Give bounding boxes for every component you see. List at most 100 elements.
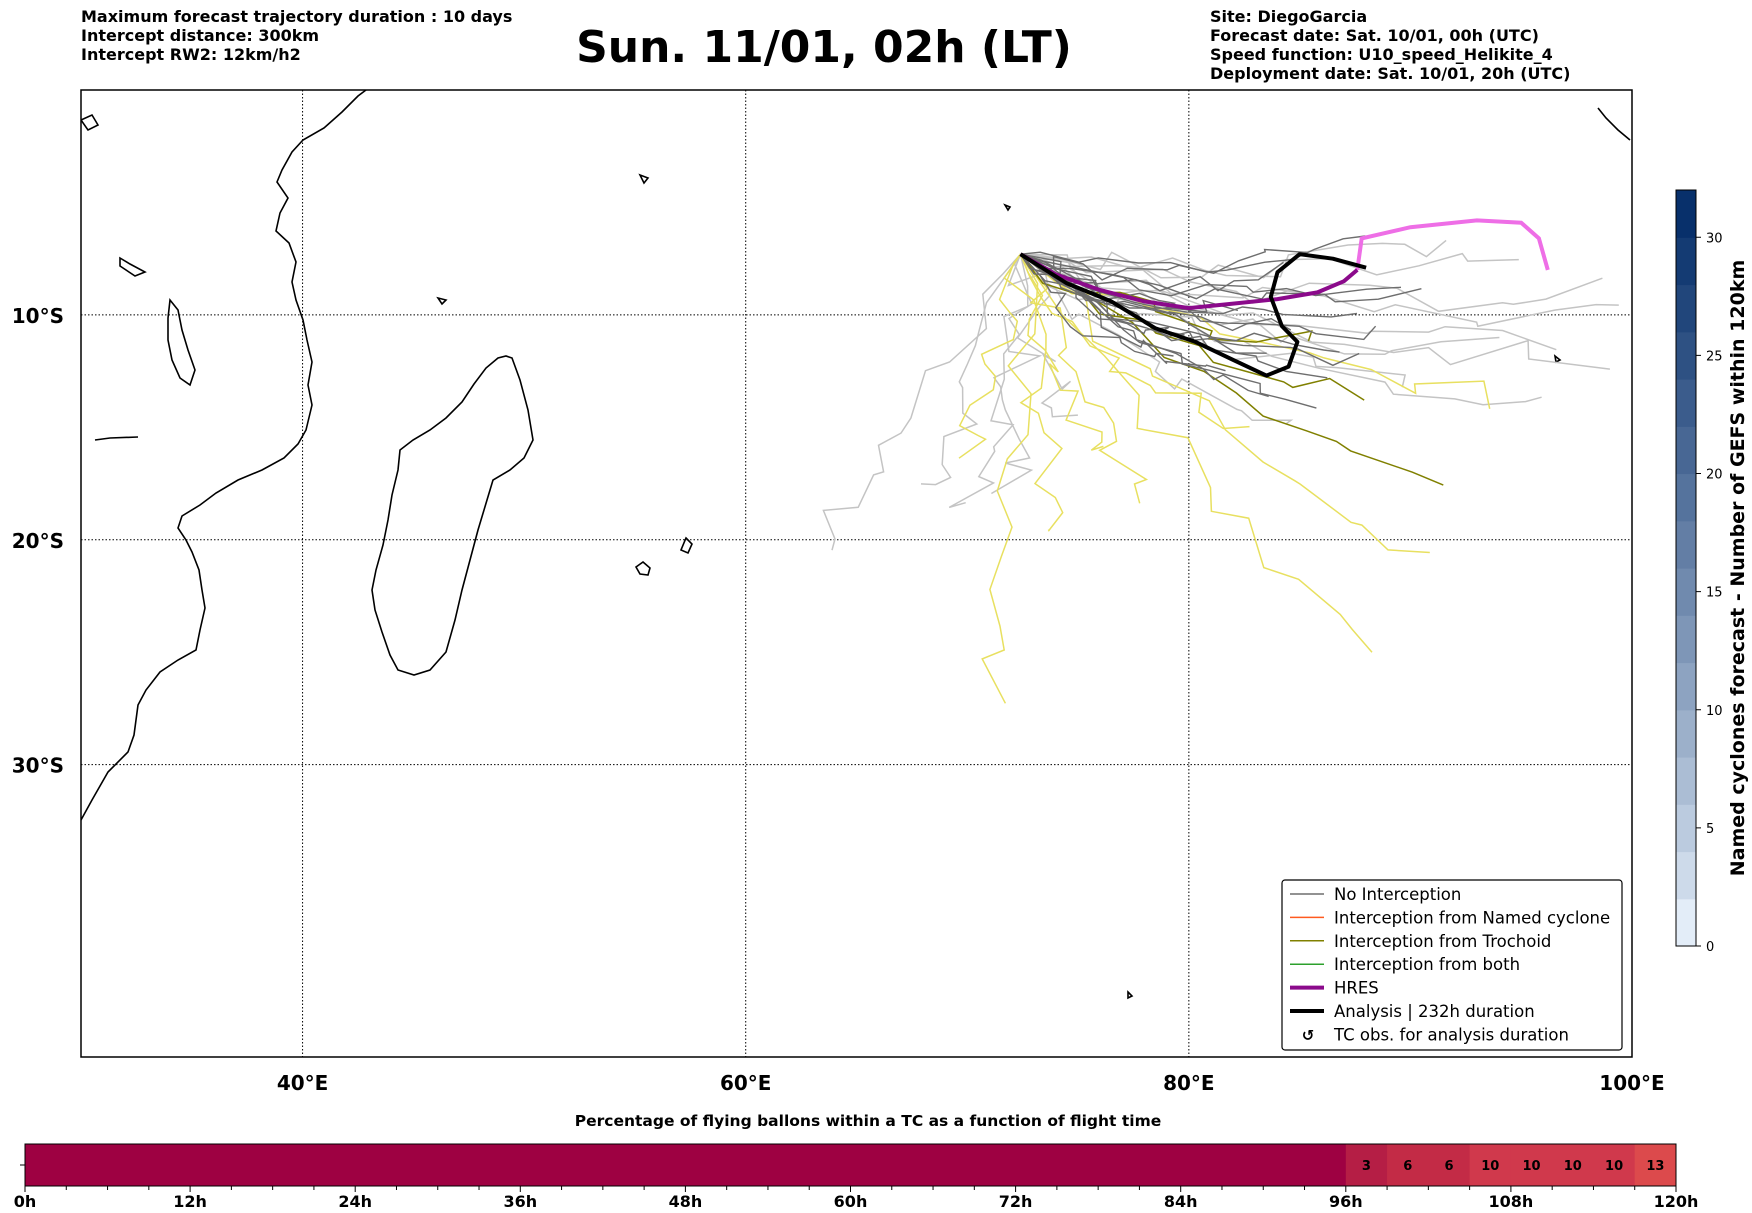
- lat-tick-label: 10°S: [12, 304, 64, 328]
- colorbar-segment: [1676, 709, 1696, 758]
- ensemble-track-light: [920, 253, 1022, 486]
- colorbar-segment: [1676, 473, 1696, 522]
- comoros-coastline: [119, 256, 147, 277]
- bar-cell-value: 10: [1605, 1159, 1623, 1174]
- intercept-distance-text: Intercept distance: 300km: [81, 26, 320, 45]
- lat-tick-label: 30°S: [12, 754, 64, 778]
- colorbar-segment: [1676, 851, 1696, 900]
- legend-label: No Interception: [1334, 885, 1461, 904]
- legend-label: HRES: [1334, 979, 1379, 998]
- analysis-track: [1019, 252, 1367, 378]
- ensemble-track-light: [1020, 239, 1447, 278]
- east-coast-fragment: [94, 436, 139, 441]
- bar-cell: [1387, 1144, 1429, 1186]
- ensemble-track-yellow: [1003, 253, 1064, 532]
- gridlines: [81, 90, 1632, 1057]
- reunion-coastline: [679, 536, 693, 555]
- bar-cell-value: 13: [1646, 1159, 1664, 1174]
- islet-4: [436, 296, 448, 306]
- colorbar-tick-label: 25: [1706, 349, 1723, 364]
- sri-lanka-like-coastline: [167, 297, 196, 387]
- ensemble-track-yellow: [1019, 253, 1250, 430]
- colorbar-segment: [1676, 190, 1696, 238]
- bar-x-tick-label: 96h: [1329, 1192, 1363, 1211]
- map-frame: [80, 89, 1633, 1058]
- legend-label: Analysis | 232h duration: [1334, 1002, 1535, 1021]
- bar-x-tick-label: 12h: [173, 1192, 207, 1211]
- ensemble-track-light: [822, 253, 1022, 551]
- islet-3: [1127, 990, 1134, 1000]
- colorbar-segment: [1676, 568, 1696, 616]
- colorbar-segment: [1676, 379, 1696, 427]
- bar-cell: [1428, 1144, 1471, 1186]
- bar-x-tick-label: 108h: [1489, 1192, 1534, 1211]
- bar-cell: [1510, 1144, 1553, 1186]
- colorbar-segment: [1676, 284, 1696, 333]
- header-left-info: Maximum forecast trajectory duration : 1…: [81, 7, 512, 64]
- header-right-info: Site: DiegoGarcia Forecast date: Sat. 10…: [1210, 7, 1570, 83]
- bar-cell: [1552, 1144, 1594, 1186]
- bar-x-tick-label: 0h: [14, 1192, 37, 1211]
- bar-cell-value: 6: [1444, 1159, 1453, 1174]
- legend-label: Interception from both: [1334, 955, 1520, 974]
- coastlines: [81, 90, 1631, 1000]
- bar-cell-value: 10: [1564, 1159, 1582, 1174]
- colorbar-segment: [1676, 898, 1696, 947]
- site-text: Site: DiegoGarcia: [1210, 7, 1368, 26]
- lon-tick-label: 40°E: [277, 1071, 329, 1095]
- no-interception-track: [1019, 253, 1174, 358]
- bar-x-tick-label: 84h: [1164, 1192, 1198, 1211]
- ensemble-track-light: [1020, 253, 1619, 328]
- trajectory-duration-text: Maximum forecast trajectory duration : 1…: [81, 7, 513, 26]
- trajectory-tracks: [822, 218, 1619, 704]
- ensemble-track-yellow: [981, 253, 1039, 704]
- colorbar-label: Named cyclones forecast - Number of GEFS…: [1727, 260, 1749, 877]
- tc-obs-marker-icon: ↺: [1302, 1026, 1315, 1044]
- islet-2: [1553, 354, 1562, 364]
- islet-1: [1003, 203, 1012, 212]
- ensemble-track-light: [948, 253, 1033, 509]
- mauritius-coastline: [634, 560, 651, 576]
- colorbar-segment: [1676, 804, 1696, 853]
- map-axis-labels: 40°E 60°E 80°E 100°E 10°S 20°S 30°S: [12, 304, 1665, 1095]
- madagascar-coastline: [371, 355, 534, 676]
- colorbar-tick-label: 15: [1706, 586, 1723, 601]
- no-interception-track: [1020, 253, 1377, 341]
- no-interception-track: [1020, 253, 1402, 297]
- speed-function-text: Speed function: U10_speed_Helikite_4: [1210, 45, 1553, 64]
- ensemble-track-yellow: [1019, 253, 1373, 653]
- bar-cell: [1634, 1144, 1677, 1186]
- bar-x-tick-label: 72h: [999, 1192, 1033, 1211]
- bar-chart-title: Percentage of flying ballons within a TC…: [575, 1112, 1162, 1130]
- map-legend: No Interception Interception from Named c…: [1281, 879, 1623, 1051]
- bar-cell-value: 10: [1522, 1159, 1540, 1174]
- colorbar-segment: [1676, 662, 1696, 711]
- colorbar-segment: [1676, 757, 1696, 805]
- north-small-fragment: [81, 113, 100, 132]
- colorbar-segment: [1676, 520, 1696, 569]
- bar-cell: [1593, 1144, 1636, 1186]
- cyclone-colorbar: 0 5 10 15 20 25 30 Named cyclones forecast - Nu…: [1675, 189, 1749, 955]
- colorbar-segment: [1676, 331, 1696, 380]
- colorbar-tick-label: 20: [1706, 468, 1723, 483]
- bar-cell-value: 6: [1403, 1159, 1412, 1174]
- percentage-bar-chart: 3 6 6 10 10 10 10 13 0h 12h 24h 36h 48h 60h 72h 84h 96h 1…: [14, 1143, 1699, 1211]
- bar-cell: [1469, 1144, 1512, 1186]
- colorbar-tick-label: 30: [1706, 231, 1723, 246]
- legend-label: Interception from Trochoid: [1334, 932, 1551, 951]
- no-interception-track: [1020, 253, 1360, 367]
- hres-track: [1019, 252, 1359, 311]
- colorbar-segment: [1676, 237, 1696, 286]
- ensemble-track-light: [1007, 253, 1078, 418]
- bar-x-tick-label: 120h: [1654, 1192, 1699, 1211]
- legend-label: Interception from Named cyclone: [1334, 908, 1610, 927]
- hres-extension-track: [1355, 218, 1550, 271]
- ensemble-track-light: [991, 254, 1043, 495]
- bar-x-tick-label: 24h: [338, 1192, 372, 1211]
- colorbar-tick-label: 5: [1706, 822, 1714, 837]
- africa-coastline: [81, 90, 367, 821]
- colorbar-tick-label: 10: [1706, 704, 1723, 719]
- lat-tick-label: 20°S: [12, 529, 64, 553]
- legend-label: TC obs. for analysis duration: [1333, 1025, 1569, 1044]
